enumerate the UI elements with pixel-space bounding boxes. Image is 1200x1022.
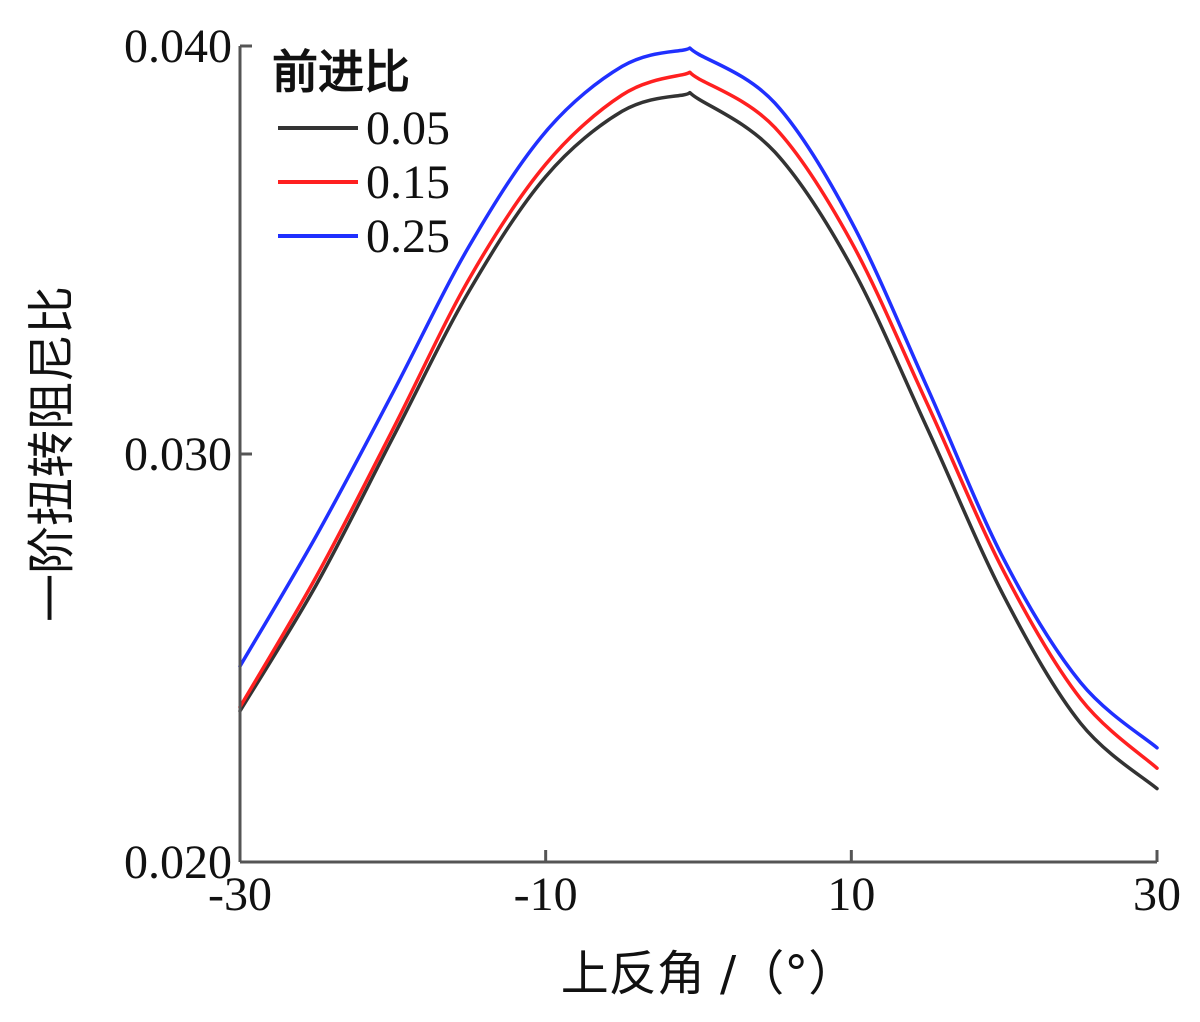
y-axis-title: 一阶扭转阻尼比 <box>24 286 80 622</box>
legend-label-0.15: 0.15 <box>366 156 450 209</box>
series-line-0.15 <box>238 70 1159 770</box>
legend-label-0.25: 0.25 <box>366 210 450 263</box>
y-tick-label: 0.020 <box>124 836 232 889</box>
series-line-0.25 <box>238 46 1159 750</box>
x-tick-label: 30 <box>1133 868 1181 921</box>
x-tick-label: -10 <box>514 868 578 921</box>
legend: 前进比 0.050.150.25 <box>272 45 450 263</box>
series-line-0.05 <box>238 90 1159 791</box>
legend-title: 前进比 <box>272 45 410 99</box>
ticks-layer: -30 -10 10 30 0.020 0.030 0.040 <box>124 20 1181 921</box>
x-axis-title: 上反角 /（°） <box>561 946 856 1002</box>
x-tick-label: 10 <box>827 868 875 921</box>
x-tick-label: -30 <box>208 868 272 921</box>
y-tick-label: 0.030 <box>124 428 232 481</box>
y-tick-label: 0.040 <box>124 20 232 73</box>
legend-label-0.05: 0.05 <box>366 102 450 155</box>
series-layer <box>238 46 1159 791</box>
